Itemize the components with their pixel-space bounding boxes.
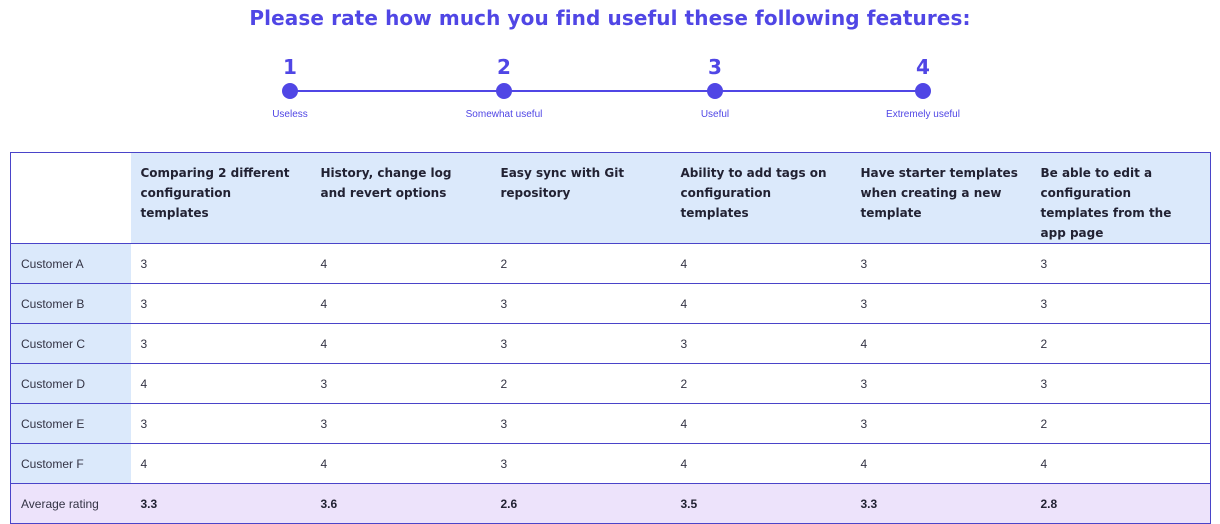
page-title: Please rate how much you find useful the…	[249, 6, 971, 30]
rating-cell: 4	[130, 443, 311, 484]
column-header: Have starter templates when creating a n…	[850, 152, 1031, 244]
rating-cell: 3	[130, 243, 311, 284]
column-header: Ability to add tags on configuration tem…	[670, 152, 851, 244]
column-header: Be able to edit a configuration template…	[1030, 152, 1211, 244]
rating-cell: 2	[1030, 403, 1211, 444]
rating-cell: 3	[490, 403, 671, 444]
table-row: Customer A 3 4 2 4 3 3	[10, 243, 1211, 284]
rating-cell: 4	[310, 243, 491, 284]
scale-dot	[707, 83, 723, 99]
average-cell: 3.3	[850, 483, 1031, 524]
rating-cell: 3	[490, 283, 671, 324]
scale-label: Extremely useful	[886, 109, 960, 120]
customer-name: Customer F	[10, 443, 131, 484]
scale-label: Useful	[700, 109, 730, 120]
rating-cell: 3	[310, 363, 491, 404]
rating-cell: 3	[310, 403, 491, 444]
scale-label: Somewhat useful	[465, 109, 543, 120]
table-header-row: Comparing 2 different configuration temp…	[10, 152, 1211, 244]
rating-cell: 2	[670, 363, 851, 404]
rating-cell: 4	[310, 443, 491, 484]
scale-value: 1	[283, 55, 297, 79]
scale-value: 3	[708, 55, 722, 79]
scale-line	[290, 90, 924, 92]
rating-cell: 3	[490, 443, 671, 484]
rating-cell: 4	[670, 283, 851, 324]
rating-cell: 3	[490, 323, 671, 364]
rating-cell: 2	[1030, 323, 1211, 364]
column-header: History, change log and revert options	[310, 152, 491, 244]
rating-cell: 4	[670, 243, 851, 284]
table-row: Customer F 4 4 3 4 4 4	[10, 443, 1211, 484]
rating-cell: 3	[850, 243, 1031, 284]
average-cell: 2.6	[490, 483, 671, 524]
table-row: Customer C 3 4 3 3 4 2	[10, 323, 1211, 364]
rating-cell: 4	[670, 403, 851, 444]
rating-cell: 3	[1030, 363, 1211, 404]
rating-cell: 3	[130, 283, 311, 324]
scale-dot	[496, 83, 512, 99]
rating-cell: 4	[310, 323, 491, 364]
table-row: Customer B 3 4 3 4 3 3	[10, 283, 1211, 324]
average-rating-row: Average rating 3.3 3.6 2.6 3.5 3.3 2.8	[10, 483, 1211, 524]
rating-cell: 3	[1030, 283, 1211, 324]
scale-dot	[282, 83, 298, 99]
rating-cell: 4	[850, 323, 1031, 364]
customer-name: Customer D	[10, 363, 131, 404]
scale-dot	[915, 83, 931, 99]
rating-cell: 3	[850, 403, 1031, 444]
rating-cell: 3	[130, 323, 311, 364]
rating-cell: 3	[850, 283, 1031, 324]
table-corner-cell	[10, 152, 131, 244]
ratings-table: Comparing 2 different configuration temp…	[10, 152, 1211, 524]
customer-name: Customer E	[10, 403, 131, 444]
customer-name: Customer B	[10, 283, 131, 324]
scale-value: 2	[497, 55, 511, 79]
rating-cell: 3	[1030, 243, 1211, 284]
rating-cell: 3	[850, 363, 1031, 404]
rating-cell: 4	[850, 443, 1031, 484]
rating-cell: 2	[490, 363, 671, 404]
rating-cell: 4	[310, 283, 491, 324]
average-cell: 3.6	[310, 483, 491, 524]
average-cell: 3.3	[130, 483, 311, 524]
rating-cell: 2	[490, 243, 671, 284]
scale-value: 4	[916, 55, 930, 79]
scale-label: Useless	[272, 109, 308, 120]
rating-cell: 4	[1030, 443, 1211, 484]
table-row: Customer E 3 3 3 4 3 2	[10, 403, 1211, 444]
rating-cell: 3	[130, 403, 311, 444]
average-cell: 3.5	[670, 483, 851, 524]
customer-name: Customer C	[10, 323, 131, 364]
rating-cell: 4	[130, 363, 311, 404]
average-cell: 2.8	[1030, 483, 1211, 524]
rating-scale: 1 Useless 2 Somewhat useful 3 Useful 4 E…	[0, 0, 1220, 140]
table-row: Customer D 4 3 2 2 3 3	[10, 363, 1211, 404]
average-rating-label: Average rating	[10, 483, 131, 524]
rating-cell: 3	[670, 323, 851, 364]
column-header: Comparing 2 different configuration temp…	[130, 152, 311, 244]
column-header: Easy sync with Git repository	[490, 152, 671, 244]
rating-cell: 4	[670, 443, 851, 484]
customer-name: Customer A	[10, 243, 131, 284]
